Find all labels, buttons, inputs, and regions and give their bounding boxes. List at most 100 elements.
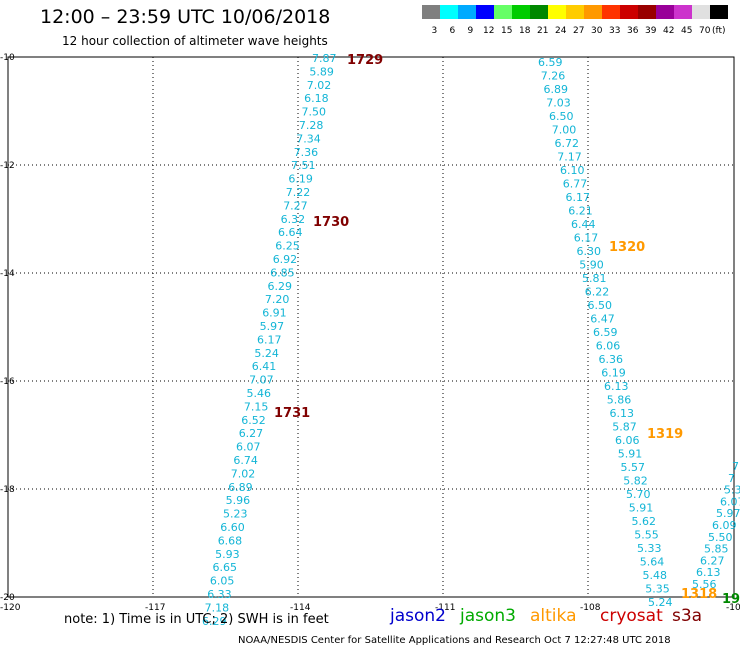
orbit-number-label: 1320 — [609, 240, 645, 255]
wave-height-value: 6.92 — [273, 253, 298, 266]
lon-tick-label: -108 — [580, 603, 601, 613]
orbit-number-label: 1318 — [681, 587, 717, 602]
orbit-number-label: 19 — [722, 592, 740, 607]
wave-height-value: 6.21 — [568, 205, 593, 218]
colorbar-swatch — [458, 5, 476, 19]
wave-height-value: 6.77 — [563, 178, 588, 191]
colorbar-label: 27 — [573, 26, 585, 36]
wave-height-value: 5.46 — [247, 387, 272, 400]
colorbar-label: 21 — [537, 26, 549, 36]
colorbar-swatch — [710, 5, 728, 19]
wave-height-value: 6.05 — [210, 575, 235, 588]
wave-height-value: 5.24 — [648, 596, 673, 609]
wave-height-value: 7 — [728, 472, 735, 485]
wave-height-value: 6.07 — [236, 441, 261, 454]
colorbar-label: (ft) — [712, 26, 726, 36]
colorbar-swatch — [656, 5, 674, 19]
colorbar-label: 33 — [609, 26, 621, 36]
wave-height-value: 5.97 — [716, 507, 740, 520]
wave-height-value: 6.19 — [601, 367, 626, 380]
wave-height-value: 5.81 — [582, 272, 607, 285]
wave-height-value: 6.06 — [615, 434, 640, 447]
legend-jason2: jason2 — [390, 606, 446, 626]
wave-height-value: 6.17 — [257, 333, 282, 346]
wave-height-value: 5.89 — [309, 65, 334, 78]
wave-height-value: 7.18 — [205, 601, 230, 614]
wave-height-value: 7.02 — [307, 79, 332, 92]
wave-height-value: 5.57 — [621, 461, 646, 474]
lat-tick-label: -20 — [0, 593, 15, 603]
wave-height-value: 5.64 — [640, 556, 665, 569]
wave-height-value: 5.97 — [260, 320, 285, 333]
orbit-number-label: 1730 — [313, 215, 349, 230]
wave-height-value: 7.02 — [231, 467, 256, 480]
wave-height-value: 7.07 — [249, 374, 274, 387]
wave-height-value: 6.13 — [610, 407, 635, 420]
wave-height-value: 6.07 — [720, 495, 740, 508]
wave-height-value: 5.3 — [724, 484, 740, 497]
colorbar-label: 42 — [663, 26, 675, 36]
wave-height-value: 7.20 — [265, 293, 290, 306]
wave-height-value: 5.91 — [618, 448, 643, 461]
colorbar-label: 18 — [519, 26, 531, 36]
wave-height-value: 6.85 — [270, 266, 295, 279]
map-frame — [7, 56, 735, 598]
colorbar-label: 3 — [431, 26, 438, 36]
wave-height-value: 5.85 — [704, 543, 729, 556]
wave-height-value: 7.03 — [546, 97, 571, 110]
wave-height-value: 6.59 — [538, 56, 563, 69]
colorbar-label: 24 — [555, 26, 567, 36]
wave-height-value: 7 — [732, 460, 739, 473]
wave-height-value: 5.56 — [692, 578, 717, 591]
colorbar-label: 12 — [483, 26, 495, 36]
wave-height-value: 7.50 — [302, 106, 327, 119]
legend-altika: altika — [530, 606, 577, 626]
wave-height-value: 5.82 — [623, 475, 648, 488]
wave-height-value: 5.90 — [579, 259, 604, 272]
colorbar-swatch — [638, 5, 656, 19]
legend-cryosat: cryosat — [600, 606, 663, 626]
wave-height-value: 6.29 — [268, 280, 293, 293]
lat-tick-label: -12 — [0, 161, 15, 171]
wave-height-value: 6.06 — [596, 340, 621, 353]
wave-height-value: 6.17 — [574, 232, 599, 245]
wave-height-value: 6.30 — [577, 245, 602, 258]
map-title: 12:00 – 23:59 UTC 10/06/2018 — [40, 6, 331, 28]
colorbar-swatch — [512, 5, 530, 19]
lon-tick-label: -111 — [435, 603, 455, 613]
wave-height-value: 5.24 — [254, 347, 279, 360]
colorbar-label: 15 — [501, 26, 513, 36]
colorbar-swatch — [674, 5, 692, 19]
wave-height-value: 6.89 — [228, 481, 253, 494]
lon-tick-label: -117 — [145, 603, 165, 613]
wave-height-value: 5.86 — [607, 394, 632, 407]
wave-height-value: 5.33 — [637, 542, 662, 555]
colorbar-swatch — [422, 5, 440, 19]
colorbar-label: 9 — [467, 26, 474, 36]
colorbar-label: 45 — [681, 26, 693, 36]
wave-height-value: 6.29 — [202, 615, 227, 628]
lat-tick-label: -10 — [0, 53, 15, 63]
lat-tick-label: -16 — [0, 377, 15, 387]
wave-height-value: 5.91 — [629, 502, 654, 515]
wave-height-value: 5.96 — [226, 494, 251, 507]
wave-height-value: 5.70 — [626, 488, 651, 501]
wave-height-value: 6.50 — [588, 299, 613, 312]
legend-jason3: jason3 — [460, 606, 516, 626]
wave-height-value: 6.72 — [555, 137, 580, 150]
colorbar-swatch — [494, 5, 512, 19]
wave-height-value: 5.23 — [223, 508, 248, 521]
wave-height-value: 6.18 — [304, 92, 329, 105]
wave-height-value: 6.64 — [278, 226, 303, 239]
wave-height-value: 6.89 — [544, 83, 569, 96]
wave-height-value: 7.51 — [291, 159, 316, 172]
wave-height-value: 6.27 — [239, 427, 264, 440]
lon-tick-label: -114 — [290, 603, 311, 613]
wave-height-value: 5.55 — [634, 529, 659, 542]
wave-height-value: 6.33 — [207, 588, 232, 601]
wave-height-value: 6.13 — [696, 566, 721, 579]
colorbar-swatch — [692, 5, 710, 19]
colorbar-label: 70 — [699, 26, 711, 36]
wave-height-value: 6.36 — [599, 353, 624, 366]
